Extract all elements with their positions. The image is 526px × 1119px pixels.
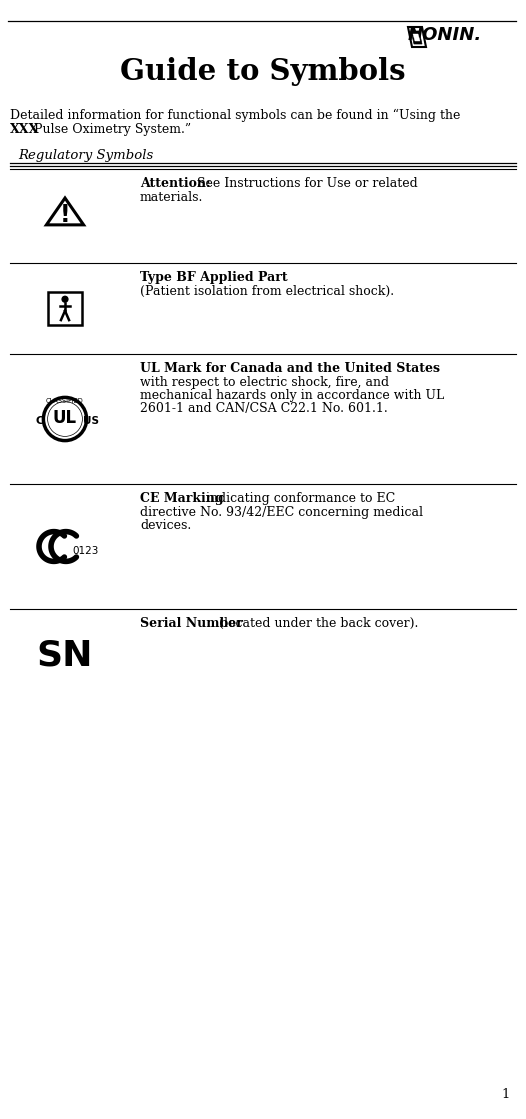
Text: 0123: 0123 <box>73 546 99 556</box>
Text: devices.: devices. <box>140 519 191 532</box>
Text: (located under the back cover).: (located under the back cover). <box>215 617 418 630</box>
Text: CLASSIFIED: CLASSIFIED <box>46 398 84 404</box>
Text: XXX: XXX <box>10 123 39 137</box>
Circle shape <box>62 297 68 302</box>
Text: Pulse Oximetry System.”: Pulse Oximetry System.” <box>30 123 191 137</box>
Bar <box>48 292 82 326</box>
Text: 2601-1 and CAN/CSA C22.1 No. 601.1.: 2601-1 and CAN/CSA C22.1 No. 601.1. <box>140 402 388 415</box>
Circle shape <box>47 402 83 436</box>
Text: Guide to Symbols: Guide to Symbols <box>120 56 406 85</box>
Text: directive No. 93/42/EEC concerning medical: directive No. 93/42/EEC concerning medic… <box>140 506 423 519</box>
Text: UL Mark for Canada and the United States: UL Mark for Canada and the United States <box>140 363 440 375</box>
Text: (Patient isolation from electrical shock).: (Patient isolation from electrical shock… <box>140 285 394 298</box>
Text: C: C <box>35 416 44 426</box>
Text: Serial Number: Serial Number <box>140 617 243 630</box>
Text: 1: 1 <box>502 1088 510 1101</box>
Text: SN: SN <box>37 638 93 673</box>
Text: See Instructions for Use or related: See Instructions for Use or related <box>193 177 418 190</box>
Text: with respect to electric shock, fire, and: with respect to electric shock, fire, an… <box>140 376 389 389</box>
Polygon shape <box>413 34 420 41</box>
Text: materials.: materials. <box>140 191 204 204</box>
Text: US: US <box>83 416 99 426</box>
Text: Detailed information for functional symbols can be found in “Using the: Detailed information for functional symb… <box>10 109 460 122</box>
Text: NONIN.: NONIN. <box>408 26 482 44</box>
Text: UL: UL <box>53 408 77 426</box>
Text: Type BF Applied Part: Type BF Applied Part <box>140 271 288 284</box>
Text: indicating conformance to EC: indicating conformance to EC <box>202 492 395 505</box>
Text: mechanical hazards only in accordance with UL: mechanical hazards only in accordance wi… <box>140 389 444 402</box>
Text: !: ! <box>59 203 70 227</box>
Text: Attention:: Attention: <box>140 177 210 190</box>
Polygon shape <box>411 31 422 44</box>
Text: Regulatory Symbols: Regulatory Symbols <box>18 149 153 162</box>
Text: CE Marking: CE Marking <box>140 492 224 505</box>
